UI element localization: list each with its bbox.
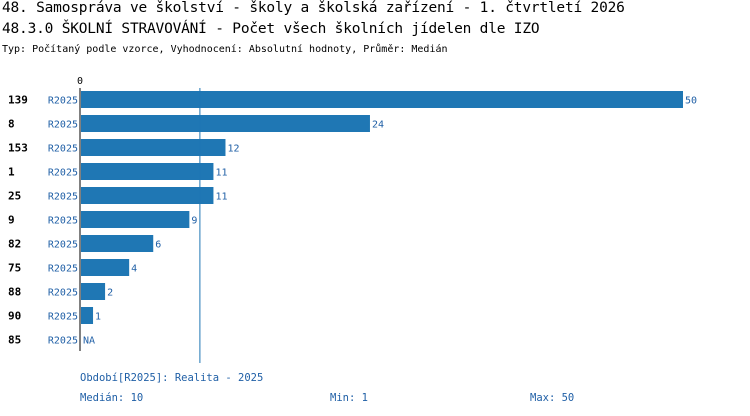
category-label: 8 [8,118,15,131]
bar [81,283,106,300]
min-stat: Min: 1 [330,392,368,404]
category-label: 82 [8,238,21,251]
category-label: 75 [8,262,21,275]
series-label: R2025 [48,168,78,179]
value-label: 6 [155,240,161,251]
median-stat: Medián: 10 [80,392,144,404]
period-legend: Období[R2025]: Realita - 2025 [80,372,264,384]
value-label: 24 [372,120,384,131]
series-label: R2025 [48,216,78,227]
category-label: 90 [8,310,21,323]
page-title: 48. Samospráva ve školství - školy a ško… [2,0,625,16]
series-label: R2025 [48,120,78,131]
series-label: R2025 [48,192,78,203]
bar [81,115,370,132]
category-label: 85 [8,334,21,347]
category-label: 153 [8,142,28,155]
value-label: NA [83,336,95,347]
category-label: 9 [8,214,15,227]
category-label: 88 [8,286,21,299]
series-label: R2025 [48,264,78,275]
bar [81,211,190,228]
value-label: 2 [107,288,113,299]
x-axis-zero-label: 0 [77,76,83,87]
series-label: R2025 [48,240,78,251]
value-label: 12 [227,144,239,155]
series-label: R2025 [48,336,78,347]
chart-type-description: Typ: Počítaný podle vzorce, Vyhodnocení:… [2,44,448,55]
bar [81,235,154,252]
bar [81,91,683,108]
value-label: 11 [215,168,227,179]
value-label: 11 [215,192,227,203]
series-label: R2025 [48,96,78,107]
bar [81,163,214,180]
value-label: 1 [95,312,101,323]
series-label: R2025 [48,288,78,299]
bar [81,187,214,204]
series-label: R2025 [48,312,78,323]
value-label: 4 [131,264,137,275]
series-label: R2025 [48,144,78,155]
category-label: 139 [8,94,28,107]
bar [81,307,94,324]
chart-title: 48.3.0 ŠKOLNÍ STRAVOVÁNÍ - Počet všech š… [2,21,540,37]
bar [81,139,226,156]
value-label: 9 [191,216,197,227]
category-label: 25 [8,190,21,203]
max-stat: Max: 50 [530,392,575,404]
value-label: 50 [685,96,697,107]
bar [81,259,130,276]
category-label: 1 [8,166,15,179]
